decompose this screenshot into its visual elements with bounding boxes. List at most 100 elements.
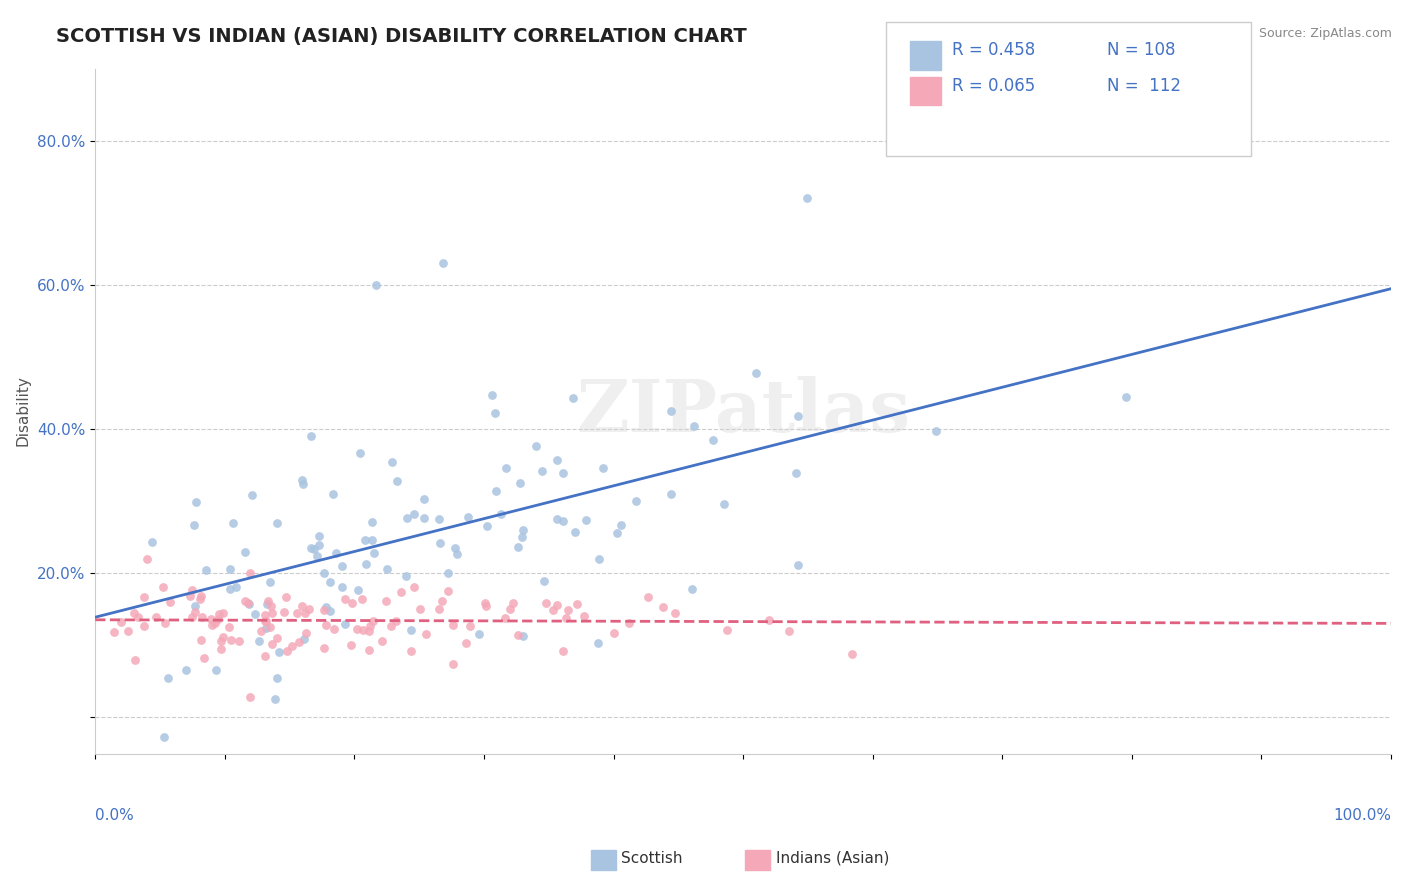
Point — [437, 584, 460, 599]
Point — [176, 664, 198, 678]
Point — [404, 507, 426, 521]
Point — [340, 596, 363, 610]
Point — [546, 453, 568, 467]
Point — [153, 731, 176, 745]
Point — [257, 594, 280, 608]
Point — [254, 621, 277, 635]
Point — [184, 605, 207, 619]
Point — [322, 486, 344, 500]
Point — [557, 603, 579, 617]
Point — [312, 640, 335, 655]
Point — [239, 566, 262, 581]
Point — [330, 558, 353, 573]
Point — [498, 601, 520, 615]
Point — [356, 557, 378, 571]
Point — [495, 461, 517, 475]
Point — [153, 616, 176, 631]
Point — [209, 633, 232, 648]
Point — [357, 643, 380, 657]
Point — [610, 518, 633, 533]
Point — [1115, 390, 1137, 404]
Point — [603, 626, 626, 640]
Point — [475, 519, 498, 533]
Point — [395, 569, 418, 583]
Text: Scottish: Scottish — [621, 851, 683, 865]
Point — [298, 602, 321, 616]
Point — [204, 616, 226, 631]
Text: ZIPatlas: ZIPatlas — [576, 376, 910, 447]
Point — [404, 580, 426, 594]
Point — [274, 591, 297, 605]
Point — [201, 618, 224, 632]
Point — [204, 663, 226, 677]
Point — [346, 582, 368, 597]
Point — [659, 404, 682, 418]
Point — [664, 606, 686, 620]
Point — [475, 599, 498, 613]
Point — [427, 512, 450, 526]
Text: N = 108: N = 108 — [1107, 41, 1175, 59]
Point — [233, 593, 256, 607]
Point — [399, 624, 422, 638]
Point — [350, 592, 373, 607]
Point — [586, 636, 609, 650]
Point — [637, 591, 659, 605]
Point — [315, 599, 337, 614]
Point — [546, 511, 568, 525]
Point — [683, 419, 706, 434]
Point — [456, 635, 478, 649]
Point — [308, 529, 330, 543]
Point — [375, 594, 398, 608]
Point — [371, 634, 394, 648]
Point — [546, 599, 568, 613]
Point — [145, 610, 167, 624]
Point — [429, 536, 451, 550]
Point — [299, 541, 322, 556]
Point — [305, 549, 328, 564]
Point — [681, 582, 703, 597]
Point — [247, 633, 270, 648]
Point — [508, 628, 530, 642]
Point — [436, 566, 458, 580]
Point — [363, 546, 385, 560]
Point — [239, 690, 262, 705]
Point — [291, 473, 314, 487]
Point — [122, 606, 145, 620]
Point — [181, 583, 204, 598]
Point — [264, 692, 287, 706]
Point — [744, 367, 766, 381]
Point — [200, 612, 222, 626]
Point — [183, 518, 205, 533]
Point — [659, 487, 682, 501]
Point — [308, 538, 330, 552]
Point — [457, 510, 479, 524]
Point — [333, 592, 356, 607]
Point — [485, 483, 508, 498]
Point — [484, 406, 506, 420]
Point — [626, 493, 648, 508]
Point — [413, 492, 436, 507]
Point — [127, 609, 149, 624]
Point — [156, 671, 179, 685]
Point — [541, 603, 564, 617]
Point — [294, 606, 316, 620]
Point — [273, 605, 295, 619]
Point — [512, 524, 534, 538]
Point — [333, 617, 356, 632]
Point — [389, 584, 412, 599]
Point — [312, 566, 335, 580]
Point — [702, 433, 724, 447]
Point — [551, 644, 574, 658]
Point — [564, 525, 586, 540]
Point — [361, 614, 384, 628]
Point — [427, 602, 450, 616]
Point — [474, 596, 496, 610]
Point — [619, 615, 641, 630]
Point — [502, 596, 524, 610]
Point — [219, 582, 242, 596]
Point — [302, 542, 325, 557]
Point — [758, 613, 780, 627]
Point — [236, 596, 259, 610]
Point — [245, 607, 267, 621]
Point — [281, 640, 304, 654]
